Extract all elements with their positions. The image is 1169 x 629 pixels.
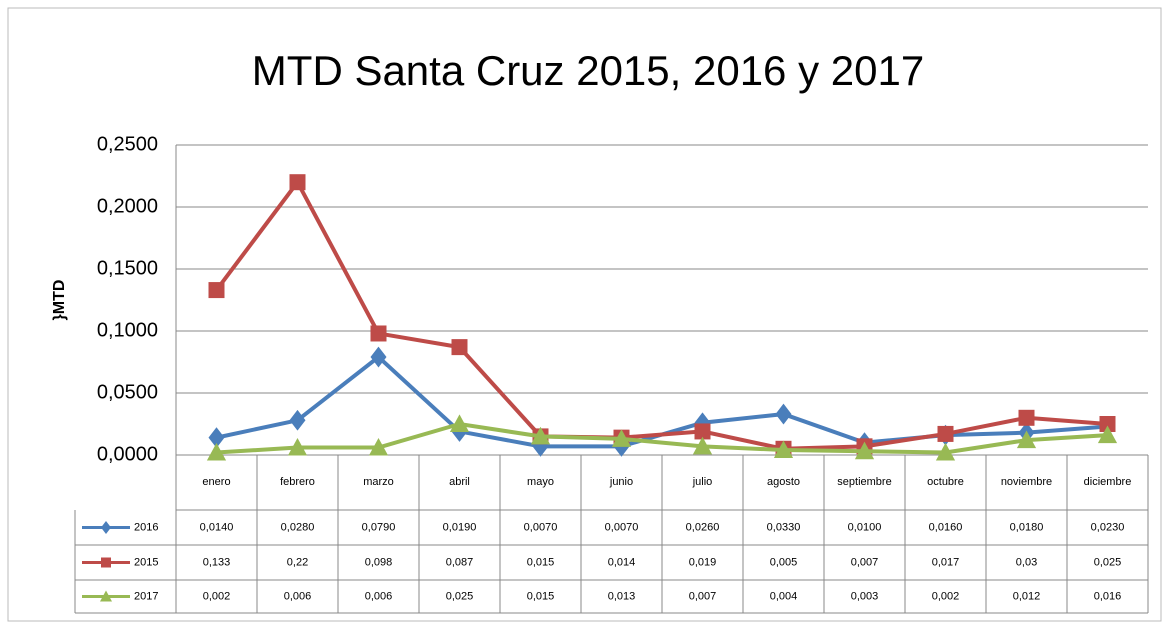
y-tick-label: 0,1500 bbox=[97, 257, 158, 279]
y-tick-label: 0,1000 bbox=[97, 319, 158, 341]
table-value: 0,013 bbox=[608, 590, 636, 602]
marker bbox=[100, 590, 112, 602]
marker bbox=[694, 423, 711, 440]
table-value: 0,22 bbox=[287, 556, 308, 568]
table-value: 0,025 bbox=[446, 590, 474, 602]
table-value: 0,0070 bbox=[524, 521, 558, 533]
table-value: 0,0330 bbox=[767, 521, 801, 533]
x-tick-label: mayo bbox=[527, 476, 554, 488]
marker bbox=[1099, 416, 1116, 432]
table-value: 0,002 bbox=[203, 590, 231, 602]
table-value: 0,087 bbox=[446, 556, 474, 568]
marker bbox=[692, 436, 713, 455]
marker bbox=[937, 425, 954, 442]
table-value: 0,006 bbox=[284, 590, 312, 602]
table-value: 0,0070 bbox=[605, 521, 639, 533]
x-tick-label: noviembre bbox=[1001, 476, 1052, 488]
x-tick-label: agosto bbox=[767, 476, 800, 488]
marker bbox=[1016, 430, 1037, 449]
table-value: 0,005 bbox=[770, 556, 798, 568]
table-value: 0,0230 bbox=[1091, 521, 1125, 533]
y-tick-label: 0,0000 bbox=[97, 443, 158, 465]
y-tick-label: 0,2000 bbox=[97, 195, 158, 217]
table-value: 0,0140 bbox=[200, 521, 234, 533]
marker bbox=[289, 174, 306, 191]
marker bbox=[451, 339, 468, 356]
legend-label: 2015 bbox=[134, 556, 158, 568]
y-tick-label: 0,2500 bbox=[97, 133, 158, 155]
marker bbox=[935, 442, 956, 461]
table-value: 0,0190 bbox=[443, 521, 477, 533]
table-value: 0,016 bbox=[1094, 590, 1122, 602]
marker bbox=[370, 325, 387, 342]
table-value: 0,015 bbox=[527, 590, 555, 602]
marker bbox=[1018, 409, 1035, 426]
table-value: 0,0160 bbox=[929, 521, 963, 533]
marker bbox=[368, 437, 389, 456]
marker bbox=[206, 442, 227, 461]
marker bbox=[1097, 425, 1118, 444]
table-value: 0,004 bbox=[770, 590, 798, 602]
marker bbox=[773, 440, 794, 459]
table-value: 0,003 bbox=[851, 590, 879, 602]
marker bbox=[208, 282, 225, 299]
table-value: 0,019 bbox=[689, 556, 717, 568]
table-value: 0,002 bbox=[932, 590, 960, 602]
marker bbox=[370, 346, 387, 368]
table-value: 0,03 bbox=[1016, 556, 1037, 568]
x-tick-label: junio bbox=[609, 476, 633, 488]
table-value: 0,098 bbox=[365, 556, 393, 568]
marker bbox=[289, 409, 306, 431]
marker bbox=[532, 435, 549, 457]
legend-label: 2016 bbox=[134, 521, 158, 533]
marker bbox=[101, 521, 111, 534]
x-tick-label: septiembre bbox=[837, 476, 891, 488]
chart-frame bbox=[7, 7, 1162, 622]
table-value: 0,0260 bbox=[686, 521, 720, 533]
x-tick-label: octubre bbox=[927, 476, 964, 488]
x-tick-label: diciembre bbox=[1084, 476, 1132, 488]
y-axis-label: }MTD bbox=[51, 280, 68, 321]
table-value: 0,007 bbox=[689, 590, 717, 602]
legend-label: 2017 bbox=[134, 590, 158, 602]
table-value: 0,014 bbox=[608, 556, 636, 568]
table-value: 0,0100 bbox=[848, 521, 882, 533]
x-tick-label: enero bbox=[202, 476, 230, 488]
marker bbox=[449, 414, 470, 432]
table-value: 0,017 bbox=[932, 556, 960, 568]
x-tick-label: julio bbox=[692, 476, 713, 488]
marker bbox=[208, 427, 225, 449]
marker bbox=[854, 441, 875, 460]
marker bbox=[530, 426, 551, 445]
series-line bbox=[216, 421, 1108, 455]
marker bbox=[775, 403, 792, 425]
table-value: 0,012 bbox=[1013, 590, 1041, 602]
table-value: 0,015 bbox=[527, 556, 555, 568]
table-value: 0,0280 bbox=[281, 521, 315, 533]
marker bbox=[101, 557, 111, 568]
table-value: 0,0180 bbox=[1010, 521, 1044, 533]
table-value: 0,025 bbox=[1094, 556, 1122, 568]
x-tick-label: febrero bbox=[280, 476, 315, 488]
y-tick-label: 0,0500 bbox=[97, 381, 158, 403]
table-value: 0,007 bbox=[851, 556, 879, 568]
marker bbox=[287, 437, 308, 456]
x-tick-label: marzo bbox=[363, 476, 394, 488]
series-line bbox=[214, 178, 1108, 451]
table-value: 0,0790 bbox=[362, 521, 396, 533]
marker bbox=[611, 429, 632, 447]
table-value: 0,006 bbox=[365, 590, 393, 602]
x-tick-label: abril bbox=[449, 476, 470, 488]
chart-title: MTD Santa Cruz 2015, 2016 y 2017 bbox=[252, 47, 924, 94]
table-value: 0,133 bbox=[203, 556, 231, 568]
